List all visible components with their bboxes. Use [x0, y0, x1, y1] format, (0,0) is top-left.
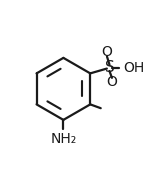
Text: NH₂: NH₂ — [50, 132, 76, 146]
Text: O: O — [107, 75, 117, 89]
Text: S: S — [105, 60, 114, 75]
Text: O: O — [102, 45, 112, 59]
Text: OH: OH — [123, 61, 144, 75]
